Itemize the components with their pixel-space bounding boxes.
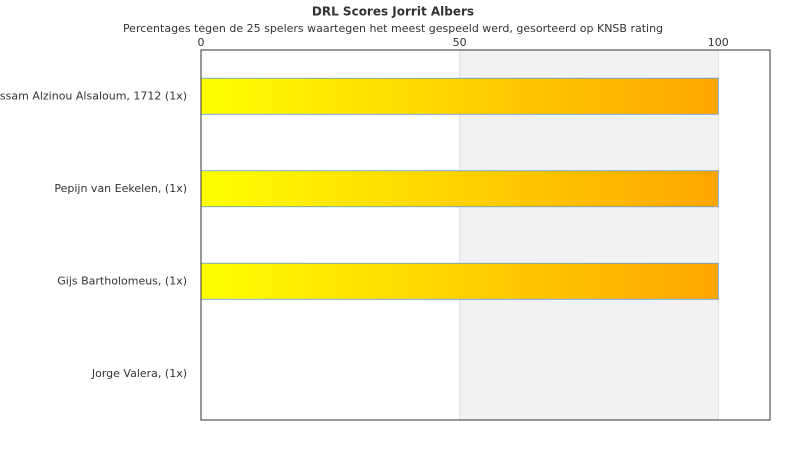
bar: [200, 262, 719, 300]
y-tick-label: Jorge Valera, (1x): [91, 367, 187, 380]
x-tick-label: 0: [198, 36, 205, 49]
x-tick-label: 50: [453, 36, 467, 49]
bar: [200, 170, 719, 208]
x-tick-label: 100: [708, 36, 729, 49]
y-tick-label: Hussam Alzinou Alsaloum, 1712 (1x): [0, 89, 187, 102]
plot-border: [200, 49, 771, 421]
bar: [200, 77, 719, 115]
chart-title: DRL Scores Jorrit Albers: [312, 5, 474, 19]
y-tick-label: Gijs Bartholomeus, (1x): [57, 274, 187, 287]
chart-subtitle: Percentages tegen de 25 spelers waartege…: [123, 22, 663, 35]
y-tick-label: Pepijn van Eekelen, (1x): [54, 182, 187, 195]
